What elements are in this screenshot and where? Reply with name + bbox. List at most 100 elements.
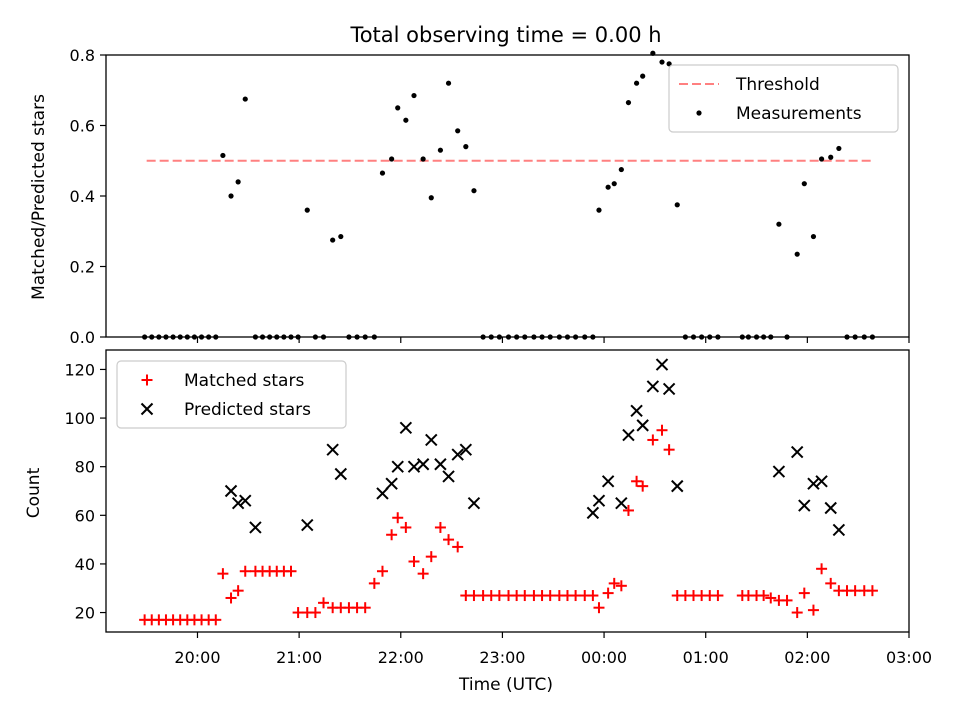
measurement-point (776, 221, 782, 227)
bottom-y-tick-label: 40 (75, 555, 95, 574)
measurement-point (252, 334, 259, 340)
matched-star-marker (781, 594, 793, 606)
measurement-point (707, 334, 713, 340)
legend-measurement-swatch (696, 110, 702, 116)
predicted-star-marker (601, 475, 615, 488)
predicted-star-marker (772, 465, 786, 478)
predicted-star-marker (655, 358, 669, 371)
matched-star-marker (217, 568, 229, 580)
predicted-star-marker (231, 496, 245, 510)
predicted-star-marker (399, 421, 413, 435)
measurement-point (463, 144, 469, 150)
matched-star-marker (239, 565, 251, 577)
measurement-point (522, 334, 528, 340)
predicted-star-marker (434, 458, 447, 471)
matched-star-marker (825, 577, 837, 589)
matched-star-marker (359, 602, 371, 614)
bottom-legend: Matched stars Predicted stars (116, 360, 347, 429)
predicted-star-marker (442, 470, 455, 483)
predicted-star-marker (385, 477, 398, 490)
predicted-star-marker (630, 404, 643, 417)
x-tick-label: 03:00 (886, 648, 932, 667)
predicted-star-marker (592, 494, 606, 507)
matched-star-marker (656, 424, 668, 436)
matched-star-marker (210, 614, 222, 626)
measurement-point (869, 334, 876, 340)
matched-star-marker (400, 521, 412, 533)
top-legend-label: Measurements (736, 104, 862, 124)
top-y-tick-label: 0.2 (70, 258, 95, 277)
measurement-point (235, 179, 241, 185)
predicted-star-marker (425, 433, 438, 447)
predicted-star-marker (467, 496, 481, 510)
measurement-point (761, 334, 767, 340)
matched-star-marker (285, 565, 297, 577)
predicted-star-marker (646, 380, 660, 393)
measurement-point (312, 334, 318, 340)
matched-star-marker (637, 480, 649, 492)
matched-star-marker (225, 592, 237, 604)
x-axis-label: Time (UTC) (458, 675, 553, 695)
measurement-point (488, 334, 494, 340)
measurement-point (330, 237, 336, 243)
measurement-point (801, 181, 807, 187)
measurement-point (818, 156, 825, 162)
measurement-point (739, 334, 745, 340)
measurement-point (547, 334, 553, 340)
top-legend: Threshold Measurements (668, 64, 899, 133)
measurement-point (437, 147, 444, 153)
bottom-legend-label: Matched stars (184, 371, 304, 391)
measurement-point (267, 334, 273, 340)
matched-star-marker (647, 434, 659, 446)
measurement-point (715, 334, 721, 340)
x-tick-label: 02:00 (784, 648, 830, 667)
measurement-point (471, 188, 477, 194)
top-legend-label: Threshold (735, 75, 820, 95)
measurement-point (142, 334, 148, 340)
matched-star-marker (593, 602, 605, 614)
matched-star-marker (452, 541, 464, 553)
measurement-point (633, 80, 640, 86)
legend-predicted-swatch (140, 402, 154, 416)
predicted-star-marker (376, 487, 389, 500)
matched-star-marker (602, 587, 614, 599)
x-tick-label: 22:00 (378, 648, 424, 667)
matched-star-marker (386, 529, 398, 541)
bottom-legend-label: Predicted stars (184, 400, 311, 420)
measurement-point (564, 334, 571, 340)
measurement-point (573, 334, 579, 340)
matched-star-marker (417, 568, 429, 580)
matched-star-marker (408, 556, 420, 567)
bottom-y-tick-label: 100 (64, 409, 95, 428)
predicted-star-marker (662, 382, 676, 396)
measurement-point (768, 334, 774, 340)
x-tick-label: 20:00 (174, 648, 220, 667)
measurement-point (861, 334, 867, 340)
measurement-point (163, 334, 169, 340)
predicted-star-marker (334, 467, 348, 481)
measurement-point (582, 334, 588, 340)
matched-star-marker (376, 565, 388, 577)
measurement-point (428, 195, 434, 201)
measurement-point (288, 334, 294, 340)
measurement-point (753, 334, 760, 340)
predicted-star-marker (239, 494, 252, 507)
matched-star-marker (816, 563, 828, 575)
predicted-star-marker (807, 477, 820, 490)
measurement-point (338, 233, 344, 240)
predicted-star-marker (615, 496, 628, 510)
predicted-star-marker (586, 506, 600, 520)
measurement-point (505, 334, 512, 340)
x-tick-label: 21:00 (276, 648, 322, 667)
measurement-point (354, 334, 360, 340)
matched-star-marker (765, 592, 777, 604)
measurement-point (611, 181, 617, 187)
measurement-point (852, 334, 858, 340)
matched-star-marker (368, 577, 380, 589)
predicted-star-marker (391, 460, 404, 473)
measurement-point (371, 334, 377, 340)
matched-star-marker (318, 597, 330, 609)
figure-title: Total observing time = 0.00 h (349, 23, 661, 47)
predicted-star-marker (326, 443, 339, 456)
top-legend-box (668, 64, 899, 133)
